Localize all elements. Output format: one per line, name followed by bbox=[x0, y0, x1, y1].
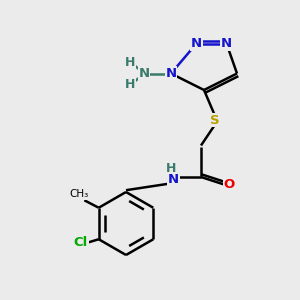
Text: H: H bbox=[166, 162, 176, 175]
Text: H: H bbox=[125, 78, 136, 92]
Text: O: O bbox=[224, 178, 235, 191]
Text: N: N bbox=[138, 67, 150, 80]
Text: Cl: Cl bbox=[74, 236, 88, 249]
Text: N: N bbox=[165, 67, 177, 80]
Text: S: S bbox=[210, 113, 219, 127]
Text: N: N bbox=[221, 37, 232, 50]
Text: N: N bbox=[168, 173, 179, 186]
Text: H: H bbox=[125, 56, 136, 69]
Text: CH₃: CH₃ bbox=[70, 189, 89, 199]
Text: N: N bbox=[191, 37, 202, 50]
